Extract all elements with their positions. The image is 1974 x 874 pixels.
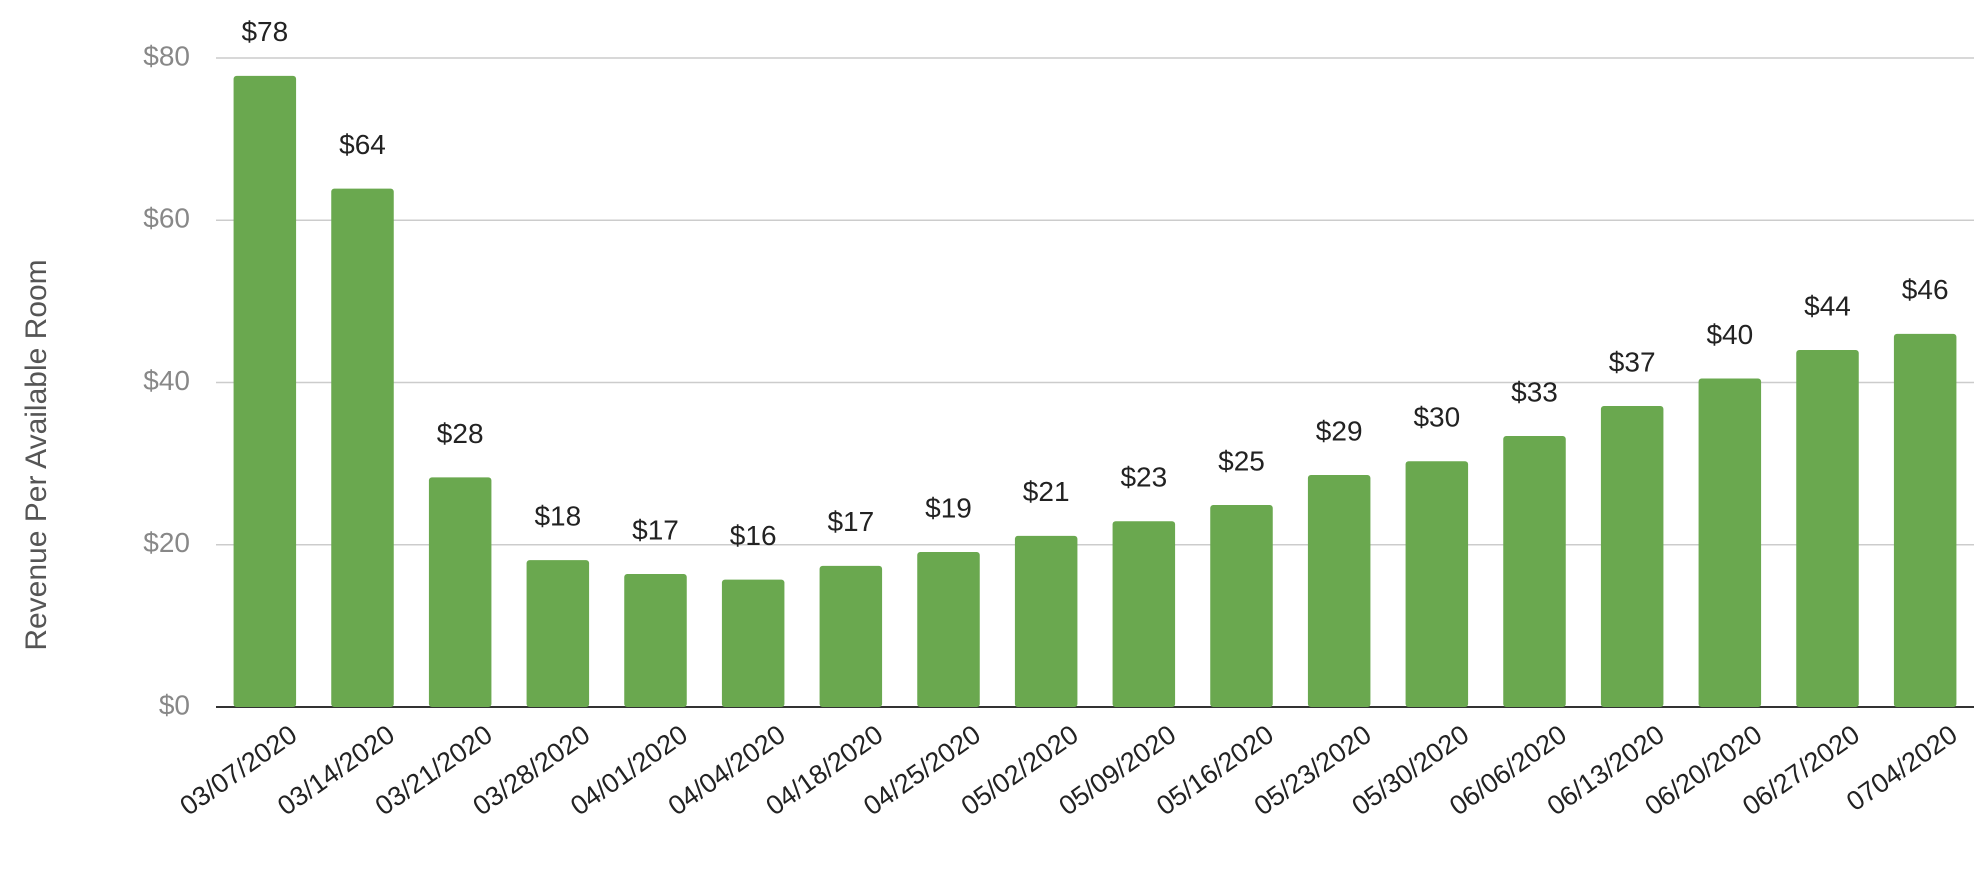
bar	[1014, 535, 1078, 707]
bar	[428, 477, 492, 707]
x-tick-label: 0704/2020	[1841, 719, 1963, 817]
data-label: $17	[827, 506, 874, 537]
bar	[1600, 406, 1664, 707]
bar	[1503, 436, 1566, 707]
data-label: $21	[1023, 476, 1070, 507]
y-tick-label: $20	[143, 527, 190, 558]
y-axis-label: Revenue Per Available Room	[20, 259, 53, 650]
data-label: $33	[1511, 376, 1558, 407]
bar	[819, 565, 883, 707]
bar	[917, 552, 980, 707]
data-label: $78	[241, 16, 288, 47]
data-label: $46	[1902, 274, 1949, 305]
bar	[1112, 521, 1176, 707]
data-label: $44	[1804, 290, 1851, 321]
data-label: $37	[1609, 346, 1656, 377]
bar	[1893, 333, 1957, 707]
bar	[624, 573, 687, 707]
data-label: $40	[1706, 319, 1753, 350]
data-label: $23	[1120, 462, 1167, 493]
bar	[1210, 504, 1273, 707]
y-tick-label: $60	[143, 203, 190, 234]
bar	[1698, 378, 1762, 707]
y-tick-label: $40	[143, 365, 190, 396]
bar	[233, 75, 297, 707]
y-tick-label: $80	[143, 40, 190, 71]
bar	[526, 560, 590, 707]
data-label: $19	[925, 492, 972, 523]
bar	[1796, 350, 1859, 707]
bar	[1405, 461, 1469, 707]
bar	[1307, 474, 1371, 707]
data-label: $64	[339, 129, 386, 160]
y-tick-label: $0	[159, 689, 190, 720]
data-label: $28	[437, 418, 484, 449]
data-label: $16	[730, 520, 777, 551]
data-label: $18	[534, 501, 581, 532]
data-label: $30	[1413, 402, 1460, 433]
data-label: $25	[1218, 445, 1265, 476]
data-label: $17	[632, 514, 679, 545]
data-label: $29	[1316, 415, 1363, 446]
bar	[721, 579, 785, 707]
bar	[331, 188, 394, 707]
